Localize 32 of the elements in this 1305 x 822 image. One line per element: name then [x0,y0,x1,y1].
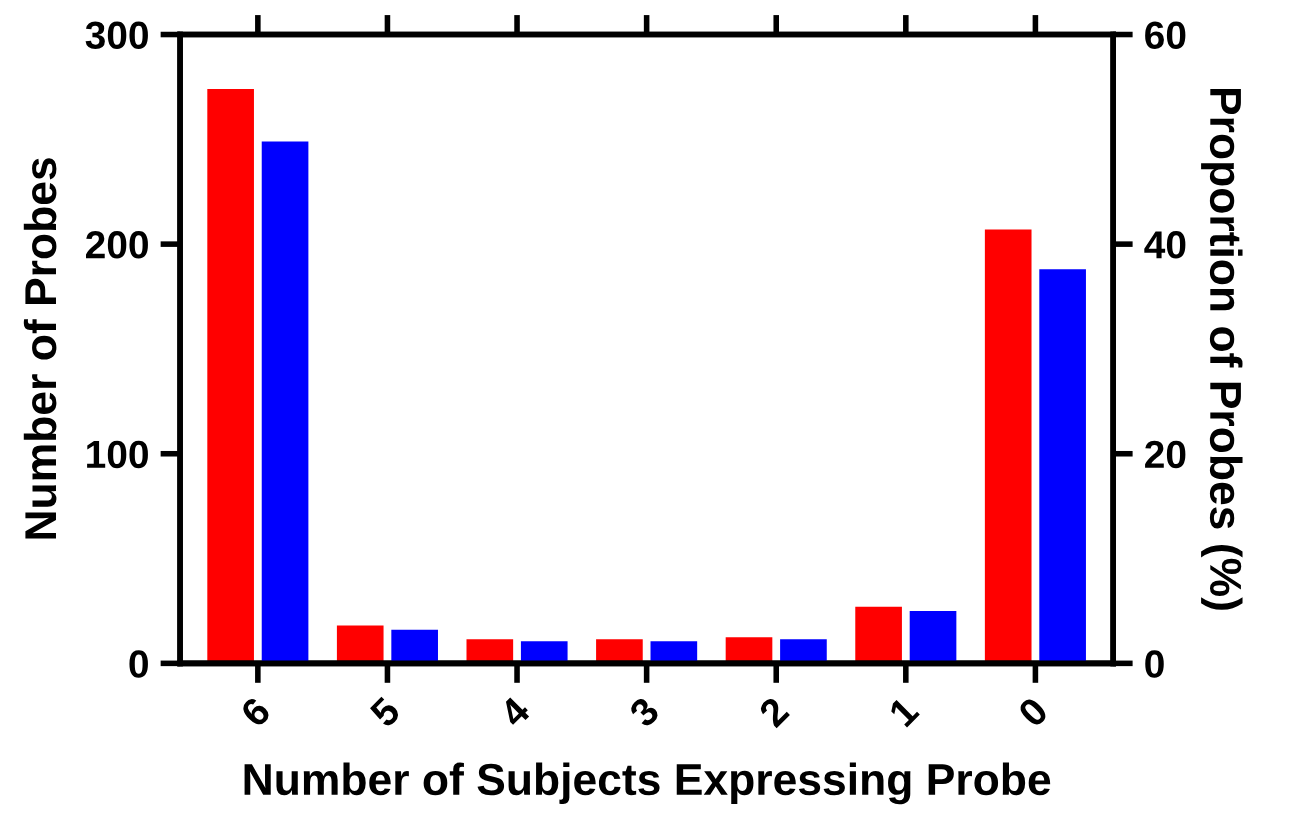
bar [780,639,827,664]
y2-tick-label: 0 [1145,650,1164,678]
bar [650,641,698,664]
y-axis-title: Number of Probes [23,158,57,539]
y2-tick-label: 20 [1145,440,1186,469]
bar [855,606,902,664]
y2-tick-label: 40 [1144,231,1186,259]
bar [909,610,957,664]
x-axis-title: Number of Subjects Expressing Probe [244,762,1051,805]
bar [336,625,384,664]
x-tick-label: 3 [627,695,661,729]
x-tick-label: 0 [1016,695,1050,729]
bar [1039,269,1086,664]
x-tick-label: 2 [757,695,790,729]
y2-tick-label: 60 [1145,21,1186,49]
bar [596,639,643,664]
x-tick-label: 4 [498,695,532,729]
bar [391,629,438,664]
bar [984,229,1032,664]
y2-axis-title: Proportion of Probes (%) [1201,88,1243,610]
x-tick-label: 6 [239,695,272,729]
x-tick-label: 1 [888,695,920,728]
y-tick-label: 200 [86,231,148,259]
y-tick-label: 0 [129,650,148,678]
y-tick-label: 100 [87,440,148,469]
bar [725,637,773,664]
bar [207,89,254,664]
bar [520,641,568,664]
bar [466,639,514,664]
y-tick-label: 300 [85,21,148,50]
bar [261,141,309,664]
x-tick-label: 5 [368,695,402,729]
